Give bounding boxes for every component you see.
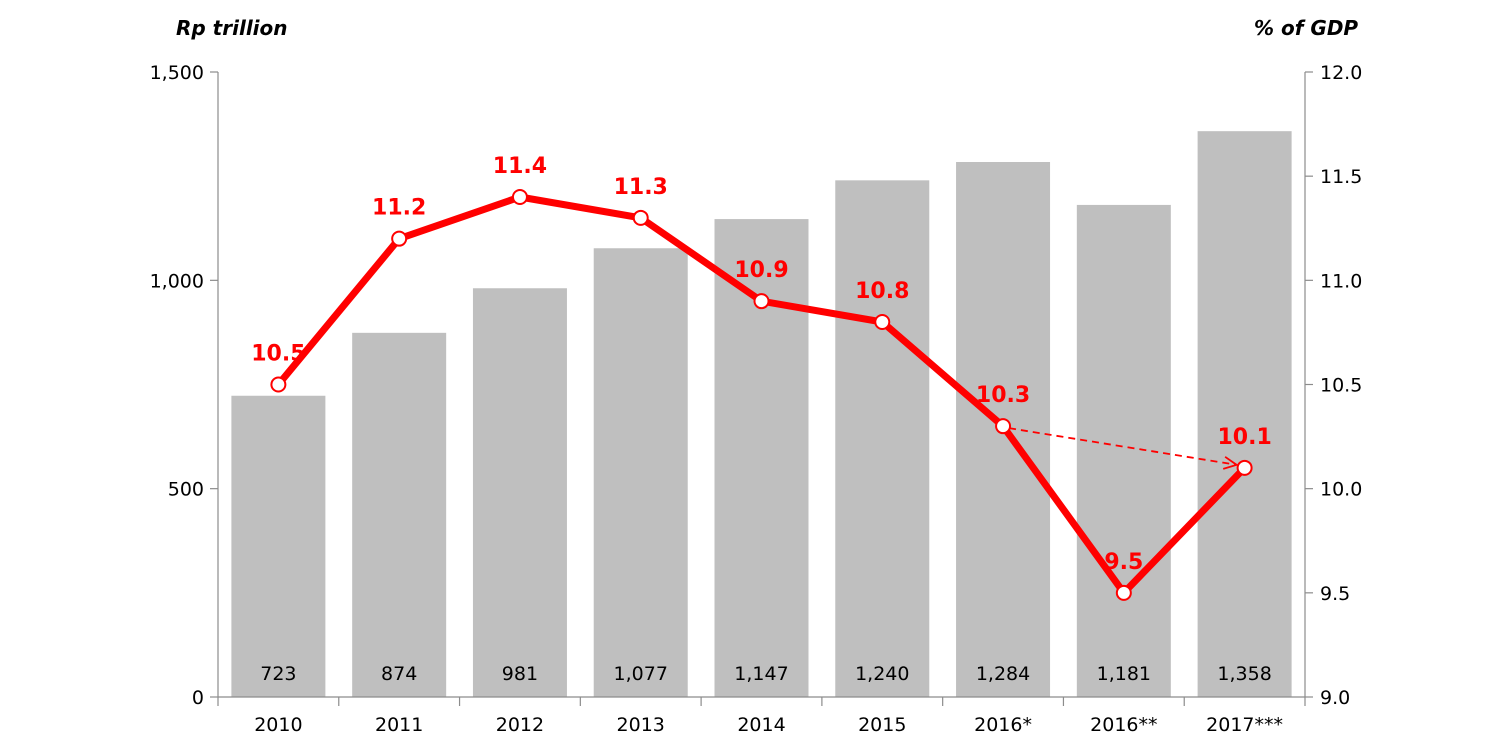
bar-value-label: 1,077: [614, 663, 668, 685]
bar-value-label: 723: [260, 663, 296, 685]
bar: [835, 180, 930, 698]
bar: [593, 248, 688, 697]
y-tick-label-left: 1,500: [150, 62, 204, 84]
line-value-label: 9.5: [1104, 550, 1143, 575]
line-value-label: 11.2: [372, 196, 426, 221]
line-value-label: 10.1: [1217, 425, 1271, 450]
y-axis-right-title: % of GDP: [1254, 16, 1359, 40]
bar-value-label: 1,240: [855, 663, 909, 685]
y-tick-label-left: 500: [168, 479, 204, 501]
x-tick-label: 2016*: [974, 714, 1032, 736]
line-value-label: 11.3: [614, 175, 668, 200]
y-tick-label-right: 11.5: [1320, 166, 1362, 188]
line-value-label: 10.9: [734, 258, 788, 283]
line-point: [270, 376, 287, 393]
bar: [1197, 131, 1292, 697]
line-point: [632, 209, 649, 226]
bar: [1076, 204, 1171, 697]
y-tick-label-right: 10.0: [1320, 479, 1362, 501]
x-tick-label: 2012: [496, 714, 544, 736]
bar-value-label: 1,358: [1217, 663, 1271, 685]
x-tick-label: 2013: [617, 714, 665, 736]
line-value-label: 11.4: [493, 154, 547, 179]
y-tick-label-left: 0: [192, 687, 204, 709]
x-tick-label: 2010: [254, 714, 302, 736]
x-tick-label: 2016**: [1090, 714, 1157, 736]
line-value-label: 10.8: [855, 279, 909, 304]
bar: [231, 395, 326, 697]
line-point: [995, 418, 1012, 435]
x-tick-label: 2011: [375, 714, 423, 736]
y-tick-label-right: 9.0: [1320, 687, 1350, 709]
dashed-arrow-head: [1222, 456, 1239, 470]
line-point: [753, 293, 770, 310]
line-point: [874, 314, 891, 330]
y-tick-label-right: 11.0: [1320, 270, 1362, 292]
line-value-label: 10.3: [976, 383, 1030, 408]
bar: [714, 219, 809, 698]
bar-value-label: 1,181: [1097, 663, 1151, 685]
dashed-arrow-line: [1008, 427, 1237, 466]
bar-value-label: 874: [381, 663, 417, 685]
y-tick-label-right: 9.5: [1320, 583, 1350, 605]
line-point: [1115, 584, 1132, 601]
bar-value-label: 1,147: [734, 663, 788, 685]
y-tick-label-left: 1,000: [150, 270, 204, 292]
x-tick-label: 2014: [737, 714, 785, 736]
x-tick-label: 2017***: [1206, 714, 1283, 736]
y-tick-label-right: 10.5: [1320, 375, 1362, 397]
bar: [352, 332, 447, 697]
line-point: [511, 189, 528, 205]
line-value-label: 10.5: [251, 342, 305, 367]
x-tick-label: 2015: [858, 714, 906, 736]
bar-value-label: 1,284: [976, 663, 1030, 685]
y-tick-label-right: 12.0: [1320, 62, 1362, 84]
line-point: [391, 230, 408, 247]
y-axis-left-title: Rp trillion: [176, 16, 288, 40]
line-point: [1236, 459, 1253, 476]
bar: [472, 288, 567, 697]
bar-value-label: 981: [502, 663, 538, 685]
